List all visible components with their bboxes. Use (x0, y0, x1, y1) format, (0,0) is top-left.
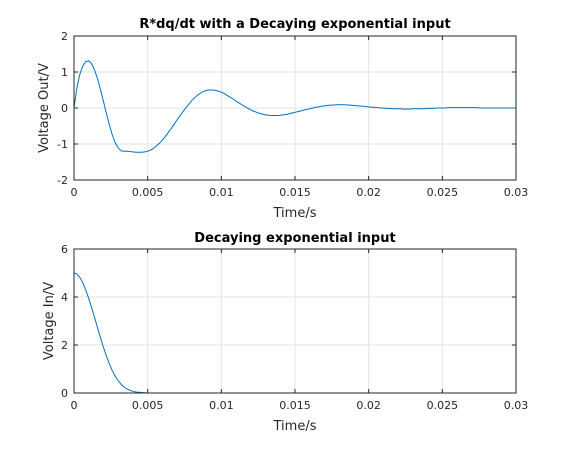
y-tick-label: 0 (61, 102, 68, 115)
x-tick-label: 0.02 (356, 186, 381, 199)
x-tick-label: 0 (71, 399, 78, 412)
x-tick-label: 0.03 (504, 399, 529, 412)
plot-output-voltage: R*dq/dt with a Decaying exponential inpu… (37, 17, 528, 221)
chart-title: Decaying exponential input (194, 231, 395, 246)
x-tick-label: 0.005 (132, 186, 164, 199)
chart-title: R*dq/dt with a Decaying exponential inpu… (139, 17, 450, 32)
y-tick-label: 6 (61, 243, 68, 256)
x-tick-label: 0 (71, 186, 78, 199)
plot-frame (73, 35, 517, 181)
x-tick-label: 0.015 (279, 186, 311, 199)
tick-labels: 0 0.005 0.01 0.015 0.02 0.025 0.03 0 2 4 6 (61, 243, 528, 412)
x-tick-label: 0.025 (427, 186, 459, 199)
x-tick-label: 0.025 (427, 399, 459, 412)
y-tick-label: -2 (57, 174, 68, 187)
y-axis-label: Voltage Out/V (37, 63, 52, 153)
tick-labels: 0 0.005 0.01 0.015 0.02 0.025 0.03 -2 -1 0 1 2 (57, 30, 528, 199)
plot-input-voltage: Decaying exponential input 0 0.005 0.01 0.0… (42, 231, 528, 434)
x-tick-label: 0.01 (209, 399, 234, 412)
x-tick-label: 0.01 (209, 186, 234, 199)
x-tick-label: 0.005 (132, 399, 164, 412)
y-axis-label: Voltage In/V (42, 282, 57, 360)
x-axis-label: Time/s (273, 419, 317, 434)
y-tick-label: -1 (57, 138, 68, 151)
y-tick-label: 2 (61, 339, 68, 352)
y-tick-label: 2 (61, 30, 68, 43)
y-tick-label: 1 (61, 66, 68, 79)
x-axis-label: Time/s (273, 206, 317, 221)
y-tick-label: 4 (61, 291, 68, 304)
plot-frame (73, 248, 517, 394)
x-tick-label: 0.02 (356, 399, 381, 412)
x-tick-label: 0.03 (504, 186, 529, 199)
x-tick-label: 0.015 (279, 399, 311, 412)
series-line (73, 60, 516, 153)
y-tick-label: 0 (61, 387, 68, 400)
